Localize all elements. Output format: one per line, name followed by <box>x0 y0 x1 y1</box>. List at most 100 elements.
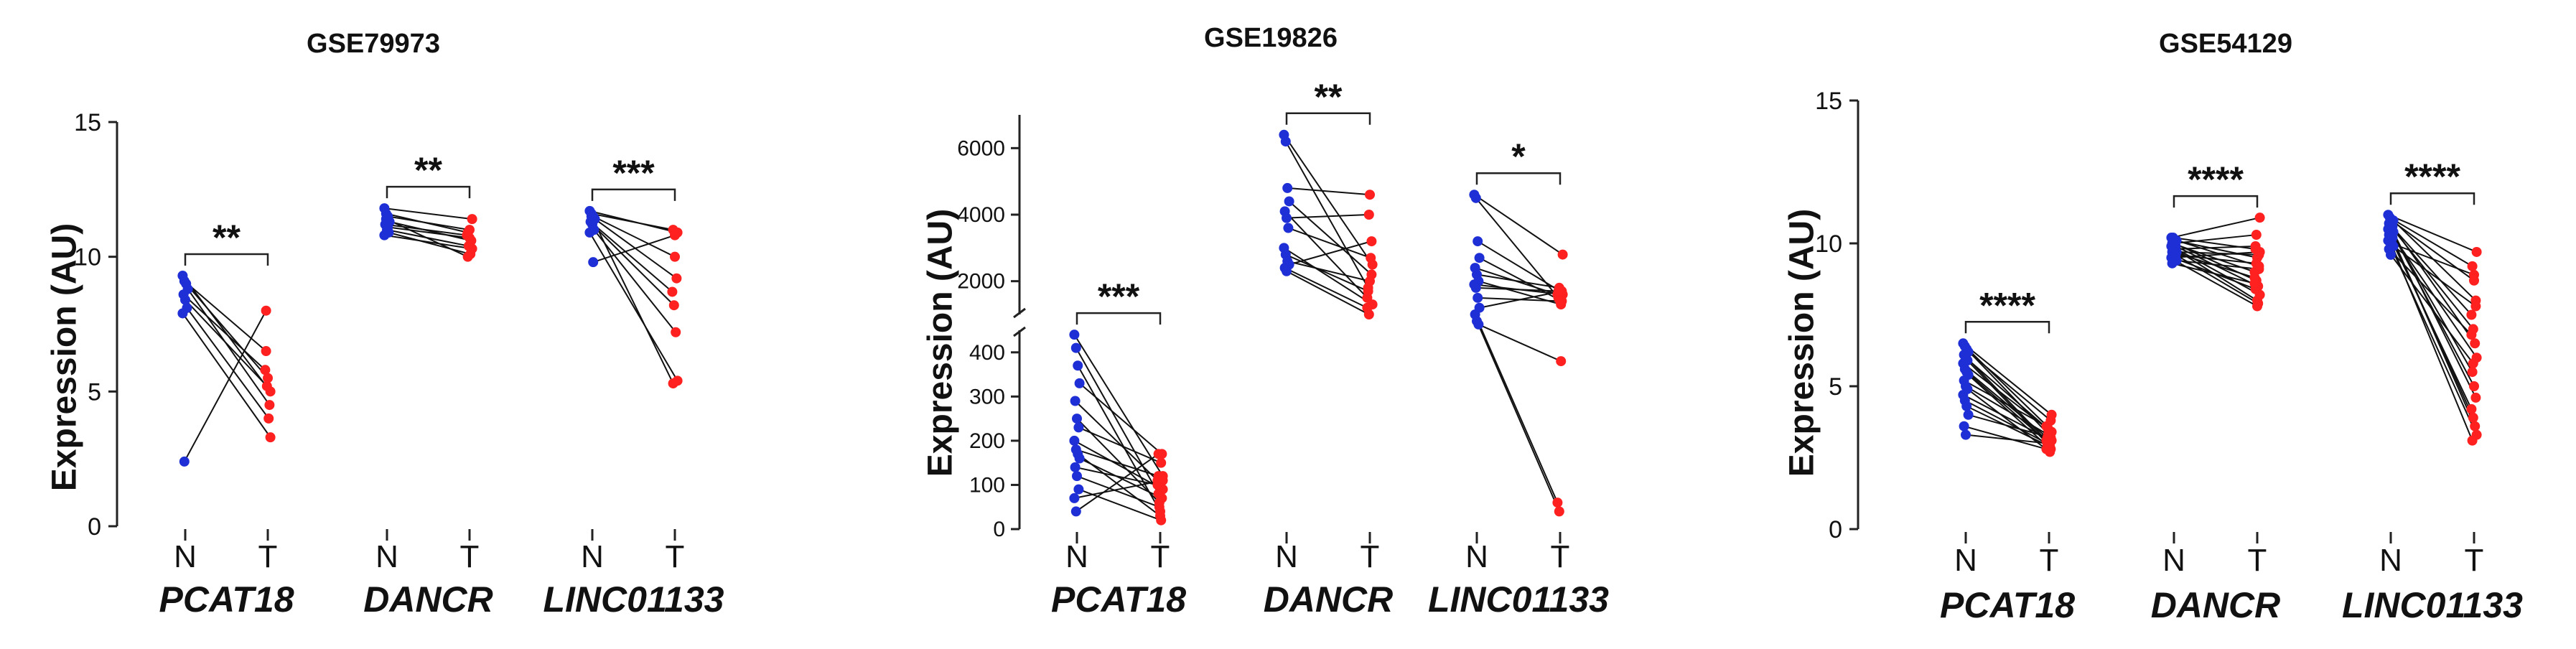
y-tick-label: 400 <box>969 341 1005 365</box>
tumor-point <box>2251 230 2262 241</box>
pair-line <box>1964 345 2048 427</box>
tumor-point <box>2467 435 2478 446</box>
tumor-point <box>2254 246 2265 257</box>
pair-line <box>1288 227 1371 259</box>
normal-point <box>1470 192 1481 203</box>
pair-line <box>1078 426 1162 464</box>
pair-line <box>388 215 470 231</box>
tumor-point <box>1556 356 1567 367</box>
pair-line <box>388 226 470 239</box>
normal-point <box>1963 409 1974 420</box>
tumor-point <box>2254 263 2264 274</box>
x-tick-label: T <box>1551 539 1570 574</box>
tumor-point <box>2470 392 2481 403</box>
normal-point <box>1474 253 1485 263</box>
pair-line <box>2173 245 2256 250</box>
y-tick-label: 5 <box>1829 373 1842 401</box>
tumor-point <box>1156 457 1167 468</box>
significance-label: *** <box>612 153 655 193</box>
pair-line <box>1075 347 1159 495</box>
tumor-point <box>2254 213 2265 223</box>
tumor-point <box>467 214 477 225</box>
x-tick-label: N <box>375 539 398 574</box>
normal-point <box>1282 182 1293 193</box>
tumor-point <box>670 251 680 262</box>
tumor-point <box>1557 249 1568 260</box>
pair-line <box>182 312 271 438</box>
x-tick-label: T <box>2040 543 2059 578</box>
pair-line <box>183 310 267 462</box>
pair-line <box>185 283 269 379</box>
pair-line <box>2171 217 2260 239</box>
pair-line <box>2388 223 2473 316</box>
tumor-point <box>2471 246 2482 257</box>
pair-line <box>2389 240 2473 442</box>
pair-line <box>187 289 271 406</box>
normal-point <box>381 214 391 225</box>
x-tick-label: N <box>1954 543 1977 578</box>
x-tick-label: N <box>581 539 604 574</box>
pair-line <box>1473 194 1564 256</box>
pair-line <box>1965 434 2048 444</box>
tumor-point <box>671 327 681 337</box>
pair-line <box>2172 262 2255 284</box>
normal-point <box>1280 136 1291 147</box>
normal-point <box>2167 258 2178 269</box>
gene-label: PCAT18 <box>1940 585 2075 625</box>
pair-line <box>589 232 678 381</box>
significance-bracket <box>591 188 676 201</box>
x-tick-label: T <box>1151 539 1170 574</box>
pair-line <box>1966 348 2050 436</box>
pair-line <box>591 213 673 231</box>
normal-point <box>1069 435 1080 446</box>
pair-line <box>1964 380 2047 427</box>
tumor-point <box>2468 358 2478 369</box>
tumor-point <box>2469 269 2479 280</box>
normal-point <box>180 294 190 305</box>
y-tick-label: 0 <box>993 518 1005 541</box>
panel-title: GSE54129 <box>2159 29 2292 59</box>
pair-line <box>385 223 467 236</box>
pair-line <box>389 220 472 242</box>
pair-line <box>589 221 673 293</box>
tumor-point <box>2470 338 2481 349</box>
tumor-point <box>1156 515 1167 526</box>
pair-line <box>2391 237 2476 427</box>
normal-point <box>1072 471 1082 482</box>
significance-bracket <box>184 253 269 266</box>
y-tick-label: 0 <box>1829 516 1842 543</box>
tumor-point <box>462 251 473 262</box>
normal-point <box>1073 484 1084 495</box>
pair-line <box>2391 243 2475 276</box>
pair-line <box>1075 449 1159 477</box>
tumor-point <box>2466 309 2477 320</box>
pair-line <box>1289 241 1372 266</box>
significance-bracket <box>386 185 471 199</box>
significance-label: **** <box>1979 285 2035 325</box>
normal-point <box>2386 249 2396 260</box>
y-tick-label: 15 <box>1815 88 1842 115</box>
pair-line <box>1078 383 1163 455</box>
pair-line <box>1475 286 1559 292</box>
x-tick-label: T <box>2248 543 2267 578</box>
pair-line <box>1073 334 1164 477</box>
pair-line <box>1962 394 2053 442</box>
y-tick-label: 100 <box>969 473 1005 497</box>
significance-label: **** <box>2404 157 2460 197</box>
gene-label: PCAT18 <box>159 579 294 620</box>
tumor-point <box>263 413 274 424</box>
chart-plot-area: 0 5 10 15 N T PCAT18 **** N T DANCR **** N T LINC01133… <box>1815 88 2523 625</box>
tumor-point <box>668 300 679 311</box>
y-tick-label: 300 <box>969 385 1005 408</box>
pair-line <box>2389 217 2473 267</box>
y-tick-label: 10 <box>74 244 101 271</box>
normal-point <box>1070 342 1081 353</box>
pair-line <box>2392 231 2477 398</box>
pair-line <box>1283 247 1373 305</box>
tumor-point <box>2468 412 2478 423</box>
normal-point <box>584 227 595 238</box>
pair-line <box>2392 220 2477 302</box>
tumor-point <box>1157 475 1168 486</box>
axis-break-mark <box>1013 307 1026 319</box>
y-tick-label: 2000 <box>957 270 1005 294</box>
